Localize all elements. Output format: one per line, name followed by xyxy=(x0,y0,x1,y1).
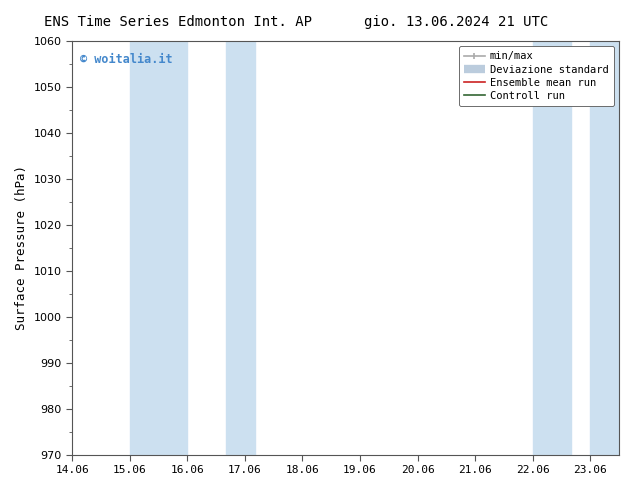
Bar xyxy=(130,41,187,455)
Legend: min/max, Deviazione standard, Ensemble mean run, Controll run: min/max, Deviazione standard, Ensemble m… xyxy=(458,46,614,106)
Title: ENS Time Series Edmonton Int. AP      gio. 13.06.2024 21 UTC: ENS Time Series Edmonton Int. AP gio. 13… xyxy=(0,489,1,490)
Bar xyxy=(533,41,571,455)
Bar xyxy=(226,41,255,455)
Text: © woitalia.it: © woitalia.it xyxy=(81,53,173,67)
Text: ENS Time Series Edmonton Int. AP: ENS Time Series Edmonton Int. AP xyxy=(44,15,311,29)
Text: gio. 13.06.2024 21 UTC: gio. 13.06.2024 21 UTC xyxy=(365,15,548,29)
Bar xyxy=(590,41,619,455)
Y-axis label: Surface Pressure (hPa): Surface Pressure (hPa) xyxy=(15,165,28,330)
